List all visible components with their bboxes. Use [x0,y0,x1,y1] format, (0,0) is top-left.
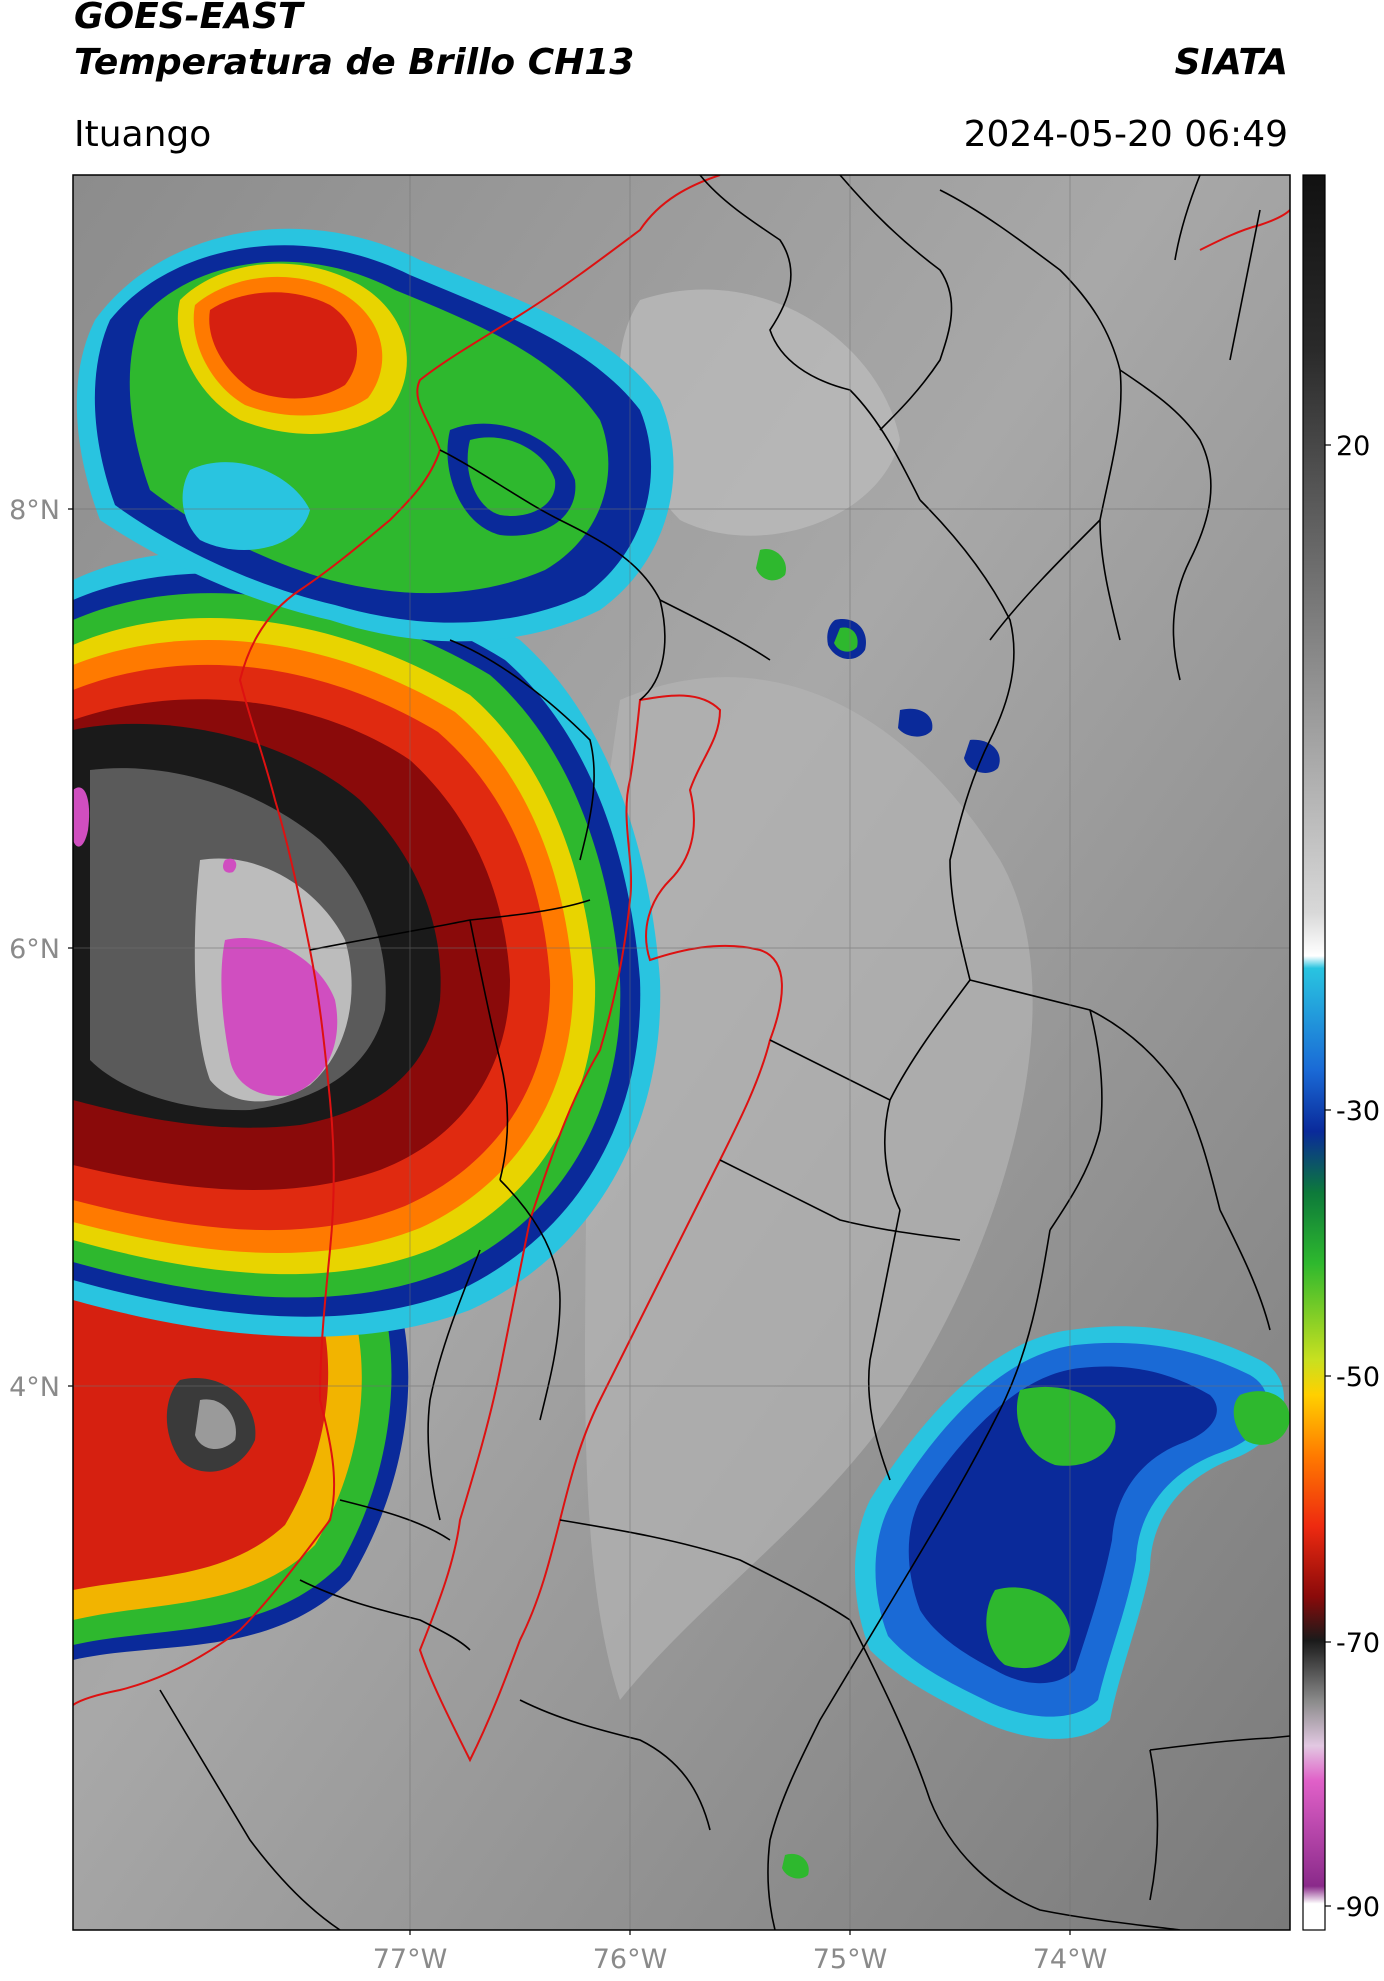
location-label: Ituango [74,114,212,155]
country-border [1199,209,1290,251]
convective-system-west [73,551,661,1337]
longitude-axis: 77°W 76°W 75°W 74°W [373,1930,1108,1975]
convective-system-north [76,228,674,642]
product-subtitle: Temperatura de Brillo CH13 [74,42,635,83]
latitude-axis: 8°N 6°N 4°N [9,495,73,1403]
convective-system-southeast [782,1326,1290,1879]
light-cloud-texture [619,289,900,536]
product-title: GOES-EAST [74,0,303,37]
timestamp-label: 2024-05-20 06:49 [963,114,1288,155]
colorbar-tick-label: -50 [1336,1362,1380,1393]
department-borders [159,175,1290,1930]
light-cloud-texture [580,677,1033,1700]
map-frame [72,174,1291,1931]
lat-tick-label: 8°N [9,495,60,526]
graticule [73,175,1290,1930]
country-border [73,175,721,1706]
lat-tick-label: 4°N [9,1372,60,1403]
colorbar-gradient [1302,174,1326,1931]
lon-tick-label: 75°W [813,1944,888,1975]
colorbar-tick-label: -70 [1336,1628,1380,1659]
lon-tick-label: 77°W [373,1944,448,1975]
region-border-red [418,694,783,1763]
lat-tick-label: 6°N [9,934,60,965]
colorbar-tick-label: -90 [1336,1892,1380,1923]
colorbar-tick-label: 20 [1336,431,1370,462]
colorbar: 20 -30 -50 -70 -90 [1302,174,1380,1931]
convective-cells-east [756,549,1000,773]
lon-tick-label: 76°W [593,1944,668,1975]
colorbar-tick-label: -30 [1336,1096,1380,1127]
organization-label: SIATA [1174,42,1288,83]
lon-tick-label: 74°W [1033,1944,1108,1975]
